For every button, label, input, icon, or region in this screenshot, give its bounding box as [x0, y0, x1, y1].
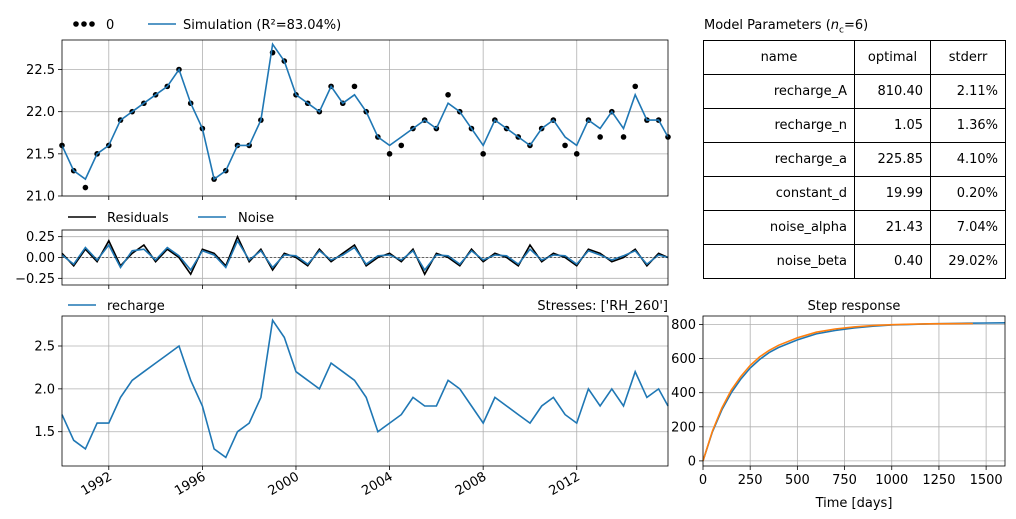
param-name: recharge_n [703, 108, 855, 143]
y-tick-label: 600 [671, 352, 696, 367]
legend-label-noise: Noise [238, 211, 274, 226]
data-point [398, 142, 405, 149]
data-point [480, 151, 486, 157]
y-tick-label: 0 [688, 454, 696, 469]
x-tick-label: 500 [785, 473, 810, 488]
params-header-row: name optimal stderr [703, 40, 1006, 75]
legend-label-observed: 0 [106, 18, 114, 33]
legend-marker-observed [73, 21, 79, 27]
y-tick-label: 21.5 [26, 147, 55, 162]
param-optimal: 225.85 [854, 142, 931, 177]
data-point [351, 83, 358, 90]
plot-frame [702, 315, 1006, 467]
x-tick-label: 750 [832, 473, 857, 488]
y-tick-label: 200 [671, 420, 696, 435]
header-name: name [703, 40, 855, 75]
header-optimal: optimal [854, 40, 931, 75]
plot-area [703, 316, 1005, 466]
legend-label-recharge: recharge [107, 299, 165, 314]
x-tick-label: 1500 [970, 473, 1003, 488]
param-optimal: 0.40 [854, 244, 931, 279]
y-tick-label: 22.5 [26, 63, 55, 78]
x-tick-label: 1000 [875, 473, 908, 488]
legend-marker-observed [89, 21, 95, 27]
plot-area [62, 40, 668, 196]
data-point [445, 92, 451, 98]
table-row: noise_beta 0.40 29.02% [703, 244, 1006, 279]
x-tick-label: 2000 [266, 469, 302, 499]
legend-marker-observed [81, 21, 87, 27]
y-tick-label: −0.25 [15, 272, 55, 287]
param-name: noise_alpha [703, 210, 855, 245]
y-tick-label: 2.0 [34, 382, 55, 397]
plot-frame [61, 315, 669, 467]
y-tick-label: 22.0 [26, 105, 55, 120]
x-tick-label: 1992 [79, 469, 115, 499]
header-stderr: stderr [930, 40, 1006, 75]
x-tick-label: 250 [738, 473, 763, 488]
series-line [61, 239, 669, 272]
step-series-line [702, 322, 973, 462]
series-line [61, 42, 669, 181]
x-tick-label: 1996 [172, 469, 208, 499]
table-row: noise_alpha 21.43 7.04% [703, 210, 1006, 245]
param-stderr: 2.11% [930, 74, 1006, 109]
param-optimal: 810.40 [854, 74, 931, 109]
plot-frame [61, 229, 669, 286]
contribution-panel: 1.5 2.0 2.5 recharge Stresses: ['RH_260'] 199… [34, 299, 669, 499]
step-response-xlabel: Time [days] [815, 496, 893, 511]
y-tick-label: 1.5 [34, 425, 55, 440]
y-tick-label: 0.25 [26, 230, 55, 245]
x-tick-label: 1250 [922, 473, 955, 488]
param-name: noise_beta [703, 244, 855, 279]
param-name: constant_d [703, 176, 855, 211]
data-point [597, 134, 603, 140]
data-point [386, 151, 393, 157]
data-point [562, 142, 568, 149]
params-table: name optimal stderr recharge_A 810.40 2.… [703, 40, 1006, 279]
param-stderr: 0.20% [930, 176, 1006, 211]
table-row: constant_d 19.99 0.20% [703, 176, 1006, 211]
data-point [82, 184, 89, 191]
series-line [61, 318, 669, 459]
x-tick-label: 2012 [547, 469, 583, 499]
data-point [573, 151, 580, 157]
plot-frame [61, 39, 669, 197]
param-name: recharge_A [703, 74, 855, 109]
residuals-panel: −0.25 0.00 0.25 Residuals Noise [15, 211, 669, 289]
plot-area [62, 316, 668, 466]
table-row: recharge_A 810.40 2.11% [703, 74, 1006, 109]
params-title: Model Parameters (nc=6) [704, 18, 869, 36]
head-panel: 21.0 21.5 22.0 22.5 0 Simulation (R²=83.04%) [26, 18, 671, 205]
y-tick-label: 0.00 [26, 251, 55, 266]
x-tick-label: 2004 [359, 469, 395, 499]
y-tick-label: 2.5 [34, 340, 55, 355]
param-optimal: 1.05 [854, 108, 931, 143]
param-optimal: 19.99 [854, 176, 931, 211]
y-tick-label: 21.0 [26, 190, 55, 205]
stresses-label: Stresses: ['RH_260'] [537, 299, 668, 314]
y-tick-label: 800 [671, 318, 696, 333]
x-tick-label: 0 [699, 473, 707, 488]
step-response-panel: 0 250 500 750 1000 1250 1500 0 200 400 600 800 Step … [671, 299, 1006, 511]
table-row: recharge_n 1.05 1.36% [703, 108, 1006, 143]
param-optimal: 21.43 [854, 210, 931, 245]
step-response-title: Step response [808, 299, 901, 314]
y-tick-label: 400 [671, 386, 696, 401]
param-stderr: 7.04% [930, 210, 1006, 245]
param-stderr: 29.02% [930, 244, 1006, 279]
legend-label-simulation: Simulation (R²=83.04%) [183, 18, 341, 33]
x-tick-label: 2008 [453, 469, 489, 499]
table-row: recharge_a 225.85 4.10% [703, 142, 1006, 177]
series-line [61, 234, 669, 276]
legend-label-residuals: Residuals [107, 211, 169, 226]
data-point [620, 134, 627, 140]
data-point [632, 83, 639, 90]
param-stderr: 1.36% [930, 108, 1006, 143]
param-stderr: 4.10% [930, 142, 1006, 177]
param-name: recharge_a [703, 142, 855, 177]
